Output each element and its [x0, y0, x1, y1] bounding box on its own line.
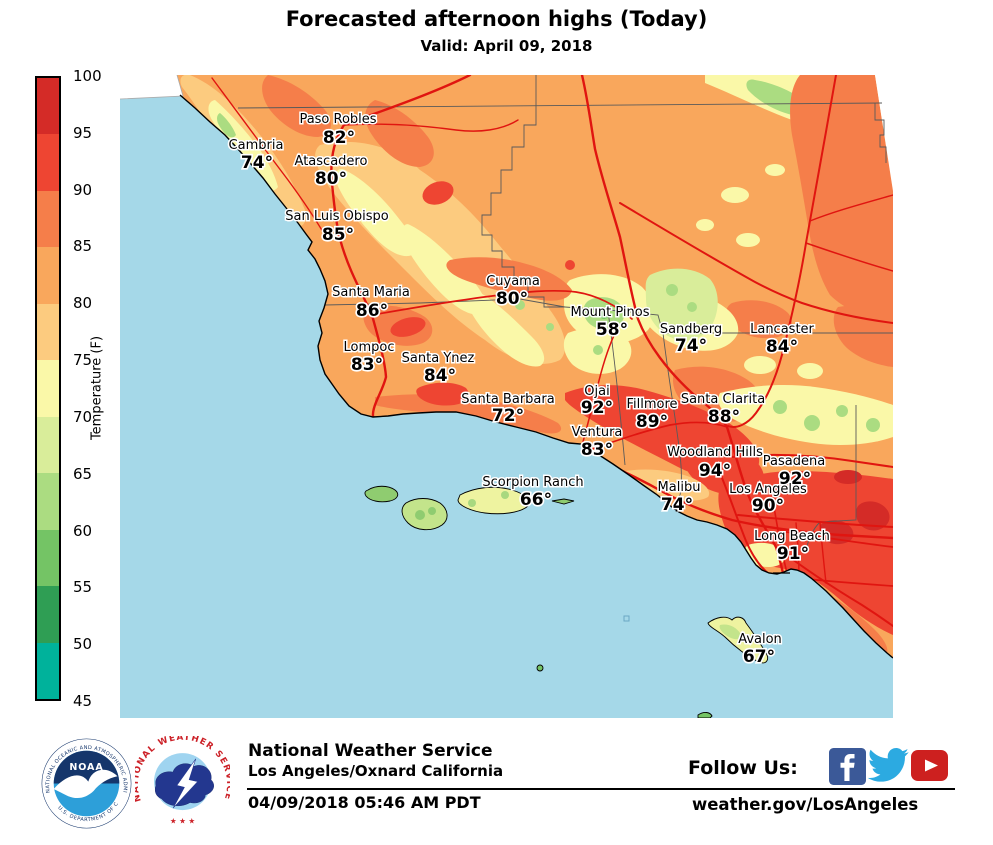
noaa-logo: NATIONAL OCEANIC AND ATMOSPHERIC ADMINIS… [41, 738, 132, 829]
station-name: Lompoc [344, 340, 395, 355]
station-name: Avalon [738, 632, 782, 647]
station-temp: 85° [322, 225, 354, 245]
station-name: Cuyama [486, 274, 540, 289]
youtube-icon[interactable] [911, 750, 948, 781]
colorbar-band [37, 134, 59, 191]
station-temp: 89° [636, 412, 668, 432]
colorbar-band [37, 190, 59, 248]
station-temp: 67° [743, 647, 775, 667]
valid-date: Valid: April 09, 2018 [420, 37, 593, 55]
footer-timestamp: 04/09/2018 05:46 AM PDT [248, 793, 481, 812]
colorbar-tick: 100 [73, 67, 102, 85]
station-temp: 83° [581, 440, 613, 460]
station-temp: 83° [351, 355, 383, 375]
station-name: Ventura [572, 425, 623, 440]
station-name: Woodland Hills [667, 445, 763, 460]
colorbar-band [37, 642, 59, 699]
station-name: Santa Ynez [402, 351, 475, 366]
station-name: Fillmore [626, 397, 677, 412]
station-temp: 86° [356, 301, 388, 321]
page-title: Forecasted afternoon highs (Today) [285, 7, 708, 31]
station-name: Pasadena [763, 454, 825, 469]
station-temp: 88° [708, 407, 740, 427]
station-temp: 80° [315, 169, 347, 189]
buoy-marker [623, 615, 630, 622]
twitter-icon[interactable] [868, 748, 910, 783]
colorbar-band [37, 473, 59, 530]
station-temp: 74° [241, 153, 273, 173]
colorbar-band [37, 78, 59, 135]
colorbar-tick: 95 [73, 123, 93, 142]
nws-logo: NATIONAL WEATHER SERVICE ★ ★ ★ [135, 736, 230, 831]
station-name: Long Beach [754, 529, 830, 544]
station-temp: 82° [323, 128, 355, 148]
station-temp: 84° [766, 337, 798, 357]
colorbar-band [37, 586, 59, 643]
station-name: Cambria [229, 138, 284, 153]
colorbar-tick: 80 [73, 294, 93, 313]
station-temp: 80° [496, 289, 528, 309]
station-name: Santa Clarita [681, 392, 765, 407]
footer-office: Los Angeles/Oxnard California [248, 762, 504, 780]
facebook-icon[interactable] [829, 748, 866, 785]
coastline [179, 94, 893, 659]
station-temp: 94° [699, 461, 731, 481]
highways [211, 75, 893, 639]
colorbar-tick: 45 [73, 692, 93, 710]
station-name: Paso Robles [299, 112, 376, 127]
noaa-acronym: NOAA [69, 762, 103, 773]
colorbar [35, 76, 61, 701]
station-name: Atascadero [295, 154, 368, 169]
station-temp: 74° [675, 336, 707, 356]
colorbar-band [37, 360, 59, 417]
station-temp: 58° [596, 320, 628, 340]
station-name: Scorpion Ranch [482, 475, 583, 490]
colorbar-band [37, 303, 59, 361]
colorbar-tick: 55 [73, 578, 93, 597]
colorbar-band [37, 529, 59, 587]
colorbar-band [37, 247, 59, 304]
station-temp: 92° [779, 469, 811, 489]
station-temp: 72° [492, 406, 524, 426]
station-name: San Luis Obispo [285, 209, 388, 224]
website-url: weather.gov/LosAngeles [692, 795, 919, 814]
colorbar-axis-label: Temperature (F) [89, 335, 105, 441]
footer-org: National Weather Service [248, 741, 493, 761]
station-temp: 74° [661, 495, 693, 515]
station-name: Santa Maria [332, 285, 410, 300]
station-name: Santa Barbara [461, 392, 554, 407]
station-name: Mount Pinos [570, 305, 649, 320]
forecast-boundary-wedge-left [120, 75, 183, 99]
station-temp: 92° [581, 398, 613, 418]
channel-islands [364, 485, 769, 718]
station-name: Los Angeles [729, 482, 807, 497]
station-name: Ojai [584, 384, 609, 399]
station-name: Sandberg [660, 322, 722, 337]
colorbar-tick: 50 [73, 635, 93, 654]
colorbar-tick: 60 [73, 521, 93, 540]
station-name: Lancaster [750, 322, 814, 337]
colorbar-band [37, 416, 59, 474]
footer-divider [247, 788, 955, 790]
forecast-boundary-line-left [120, 75, 184, 100]
colorbar-tick: 85 [73, 237, 93, 256]
colorbar-tick: 90 [73, 180, 93, 199]
county-lines [237, 75, 893, 552]
nws-stars: ★ ★ ★ [170, 816, 195, 825]
station-name: Malibu [658, 480, 701, 495]
station-temp: 84° [424, 366, 456, 386]
station-temp: 91° [777, 544, 809, 564]
follow-us-label: Follow Us: [688, 757, 798, 779]
station-temp: 66° [520, 490, 552, 510]
colorbar-tick: 65 [73, 464, 93, 483]
station-temp: 90° [752, 496, 784, 516]
temperature-field [180, 75, 893, 655]
